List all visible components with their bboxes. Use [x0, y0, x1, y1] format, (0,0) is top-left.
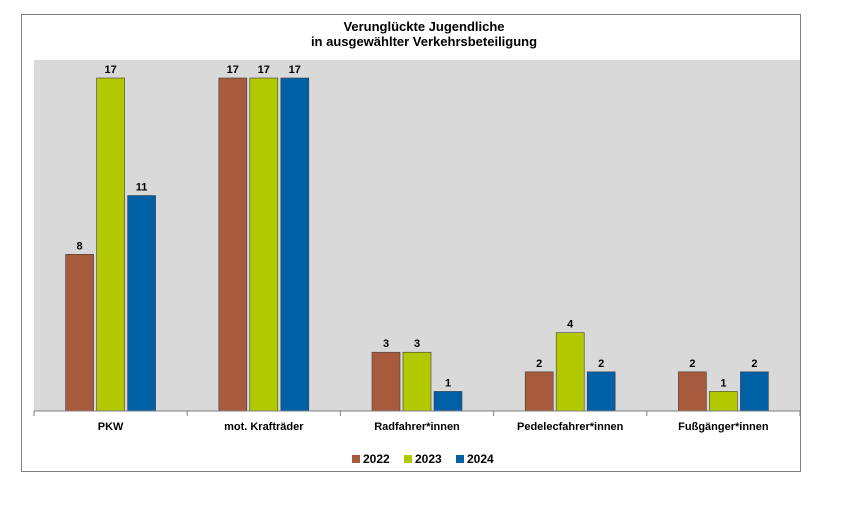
category-label: Radfahrer*innen	[374, 421, 460, 433]
category-labels: PKW mot. Krafträder Radfahrer*innen Pedelec…	[98, 421, 769, 433]
bar-2022-1	[218, 77, 248, 412]
bar-2023-2	[402, 351, 432, 412]
data-label: 4	[567, 319, 574, 331]
bar-chart: Verunglückte Jugendliche in ausgewählter…	[33, 19, 801, 466]
data-label: 2	[598, 358, 604, 370]
legend-label-2023: 2023	[415, 452, 442, 466]
bar-2023-0	[96, 77, 125, 412]
data-label: 17	[289, 64, 301, 76]
bar-2022-3	[524, 371, 554, 412]
bar-2022-0	[65, 253, 94, 412]
data-label: 1	[445, 377, 451, 389]
data-label: 11	[136, 182, 148, 194]
chart-title-line-2: in ausgewählter Verkehrsbeteiligung	[311, 34, 537, 49]
chart-title-line-1: Verunglückte Jugendliche	[343, 19, 504, 34]
legend-swatch-2022	[352, 455, 360, 463]
data-label: 8	[77, 240, 83, 252]
bar-2023-3	[555, 332, 585, 412]
legend-swatch-2023	[404, 455, 412, 463]
legend-label-2022: 2022	[363, 452, 390, 466]
data-label: 3	[383, 338, 389, 350]
data-label: 17	[104, 64, 116, 76]
chart-frame: Verunglückte Jugendliche in ausgewählter…	[21, 14, 801, 472]
data-label: 17	[227, 64, 239, 76]
bar-2023-1	[249, 77, 279, 412]
data-label: 2	[689, 358, 695, 370]
legend-swatch-2024	[456, 455, 464, 463]
bar-2024-2	[433, 391, 463, 412]
bars-group: 8 17 11 17 17 17 3 3 1 2 4 2 2 1 2	[65, 64, 769, 412]
bar-2024-3	[586, 371, 616, 412]
data-label: 1	[720, 377, 726, 389]
category-label: PKW	[98, 421, 124, 433]
legend: 2022 2023 2024	[352, 452, 494, 466]
bar-2024-1	[280, 77, 310, 412]
legend-label-2024: 2024	[467, 452, 494, 466]
bar-2022-2	[371, 351, 401, 412]
category-label: mot. Krafträder	[224, 421, 304, 433]
bar-2024-0	[127, 195, 156, 412]
data-label: 2	[751, 358, 757, 370]
bar-2024-4	[740, 371, 769, 412]
category-label: Pedelecfahrer*innen	[517, 421, 624, 433]
x-axis-ticks	[33, 411, 801, 416]
data-label: 2	[536, 358, 542, 370]
category-label: Fußgänger*innen	[678, 421, 769, 433]
data-label: 3	[414, 338, 420, 350]
bar-2023-4	[709, 391, 738, 412]
data-label: 17	[258, 64, 270, 76]
bar-2022-4	[678, 371, 707, 412]
